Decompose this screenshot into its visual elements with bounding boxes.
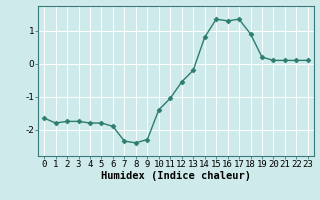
X-axis label: Humidex (Indice chaleur): Humidex (Indice chaleur) — [101, 171, 251, 181]
